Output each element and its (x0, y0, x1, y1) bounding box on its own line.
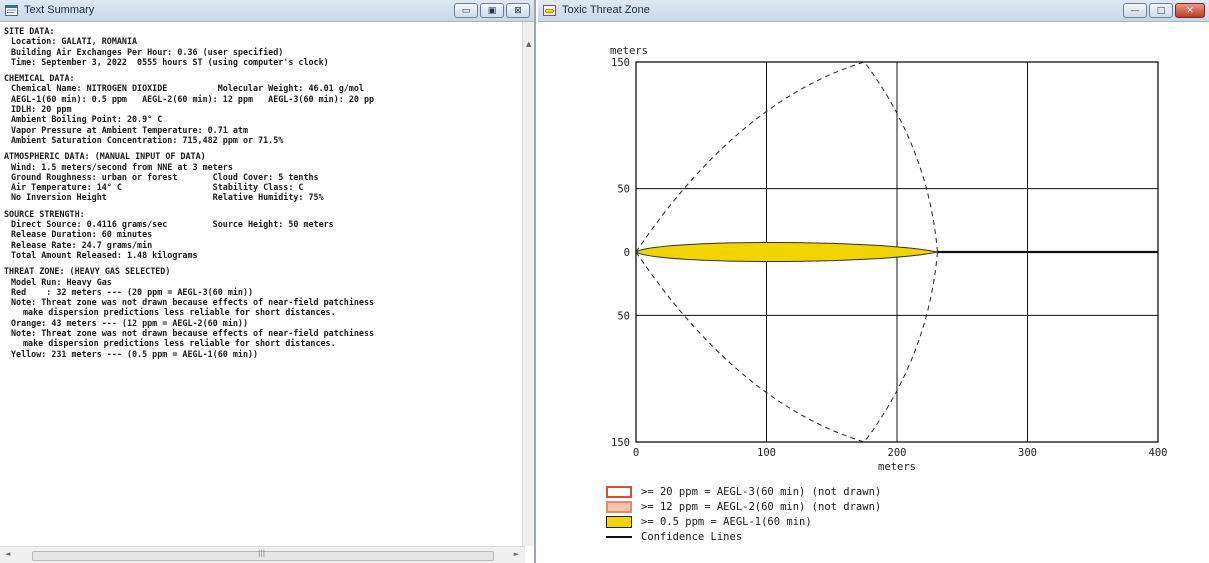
summary-line: Vapor Pressure at Ambient Temperature: 0… (11, 124, 248, 135)
legend-label: >= 0.5 ppm = AEGL-1(60 min) (641, 515, 812, 528)
scroll-right-icon[interactable]: ► (513, 550, 519, 558)
close-button[interactable]: ✕ (1175, 3, 1205, 18)
summary-line: AEGL-1(60 min): 0.5 ppm AEGL-2(60 min): … (11, 93, 375, 104)
legend-item: Confidence Lines (606, 529, 881, 544)
x-tick-label: 400 (1149, 447, 1168, 459)
threat-zone-title: Toxic Threat Zone (562, 4, 650, 16)
y-tick-label: 50 (617, 184, 630, 196)
summary-line: Building Air Exchanges Per Hour: 0.36 (u… (11, 46, 284, 57)
x-tick-label: 100 (757, 447, 776, 459)
section-title: THREAT ZONE: (HEAVY GAS SELECTED) (4, 266, 171, 277)
legend: >= 20 ppm = AEGL-3(60 min) (not drawn) >=… (606, 484, 881, 544)
summary-line: IDLH: 20 ppm (11, 104, 72, 115)
summary-text: SITE DATA: Location: GALATI, ROMANIA Build… (4, 26, 522, 546)
grip-icon: ||| (258, 549, 266, 557)
summary-line: Location: GALATI, ROMANIA (11, 36, 138, 47)
x-tick-label: 200 (888, 447, 907, 459)
legend-swatch-orange (606, 500, 632, 513)
summary-line: Orange: 43 meters --- (12 ppm = AEGL-2(6… (11, 317, 248, 328)
text-summary-titlebar[interactable]: Text Summary ▭ ▣ ⊠ (0, 0, 534, 22)
summary-line: Time: September 3, 2022 0555 hours ST (u… (11, 56, 329, 67)
scroll-up-icon[interactable]: ▲ (526, 40, 532, 48)
y-tick-label: 150 (611, 57, 630, 69)
section-title: SITE DATA: (4, 26, 55, 36)
close-button[interactable]: ⊠ (506, 3, 530, 18)
threat-zone-titlebar[interactable]: Toxic Threat Zone — □ ✕ (538, 0, 1209, 22)
y-axis-label: meters (610, 45, 648, 57)
legend-swatch-yellow (606, 515, 632, 528)
x-tick-label: 0 (633, 447, 639, 459)
maximize-button[interactable]: ▣ (480, 3, 504, 18)
legend-label: Confidence Lines (641, 530, 743, 543)
summary-line: No Inversion Height Relative Humidity: 7… (11, 192, 324, 203)
summary-line: Ground Roughness: urban or forest Cloud … (11, 171, 319, 182)
y-tick-label: 50 (617, 310, 630, 322)
summary-line: Ambient Saturation Concentration: 715,48… (11, 134, 284, 145)
summary-line: make dispersion predictions less reliabl… (23, 338, 336, 349)
section-title: CHEMICAL DATA: (4, 73, 75, 84)
threat-zone-window[interactable]: Toxic Threat Zone — □ ✕ meters 150 50 0 50 15… (538, 0, 1209, 563)
summary-line: Note: Threat zone was not drawn because … (11, 297, 375, 308)
scroll-left-icon[interactable]: ◄ (5, 550, 11, 558)
legend-item: >= 0.5 ppm = AEGL-1(60 min) (606, 514, 881, 529)
summary-line: Air Temperature: 14° C Stability Class: … (11, 182, 304, 193)
summary-line: Direct Source: 0.4116 grams/sec Source H… (11, 219, 334, 230)
x-axis-label: meters (878, 461, 916, 473)
summary-line: Model Run: Heavy Gas (11, 276, 112, 287)
summary-line: Total Amount Released: 1.48 kilograms (11, 249, 198, 260)
summary-line: make dispersion predictions less reliabl… (23, 307, 336, 318)
vertical-scrollbar[interactable]: ▲ (522, 22, 534, 546)
summary-line: Release Rate: 24.7 grams/min (11, 239, 153, 250)
legend-item: >= 20 ppm = AEGL-3(60 min) (not drawn) (606, 484, 881, 499)
text-summary-window[interactable]: Text Summary ▭ ▣ ⊠ SITE DATA: Location: G… (0, 0, 536, 563)
y-tick-label: 0 (624, 247, 630, 259)
summary-line: Note: Threat zone was not drawn because … (11, 328, 375, 339)
horizontal-scrollbar[interactable]: ◄ ||| ► (0, 546, 525, 563)
legend-item: >= 12 ppm = AEGL-2(60 min) (not drawn) (606, 499, 881, 514)
section-title: ATMOSPHERIC DATA: (MANUAL INPUT OF DATA) (4, 151, 206, 162)
legend-swatch-confidence (606, 535, 632, 538)
legend-label: >= 12 ppm = AEGL-2(60 min) (not drawn) (641, 500, 882, 513)
chart-icon (543, 5, 556, 16)
maximize-button[interactable]: □ (1149, 3, 1173, 18)
scroll-thumb[interactable] (32, 551, 494, 561)
summary-line: Red : 32 meters --- (20 ppm = AEGL-3(60 … (11, 286, 254, 297)
summary-line: Wind: 1.5 meters/second from NNE at 3 me… (11, 161, 233, 172)
text-summary-title: Text Summary (24, 4, 95, 16)
summary-line: Yellow: 231 meters --- (0.5 ppm = AEGL-1… (11, 348, 259, 359)
minimize-button[interactable]: — (1123, 3, 1147, 18)
section-title: SOURCE STRENGTH: (4, 208, 85, 219)
minimize-button[interactable]: ▭ (454, 3, 478, 18)
legend-swatch-red (606, 485, 632, 498)
document-icon (5, 5, 18, 16)
y-tick-label: 150 (611, 437, 630, 449)
legend-label: >= 20 ppm = AEGL-3(60 min) (not drawn) (641, 485, 882, 498)
summary-line: Ambient Boiling Point: 20.9° C (11, 114, 163, 125)
x-tick-label: 300 (1018, 447, 1037, 459)
summary-line: Chemical Name: NITROGEN DIOXIDE Molecula… (11, 83, 364, 94)
summary-line: Release Duration: 60 minutes (11, 229, 153, 240)
